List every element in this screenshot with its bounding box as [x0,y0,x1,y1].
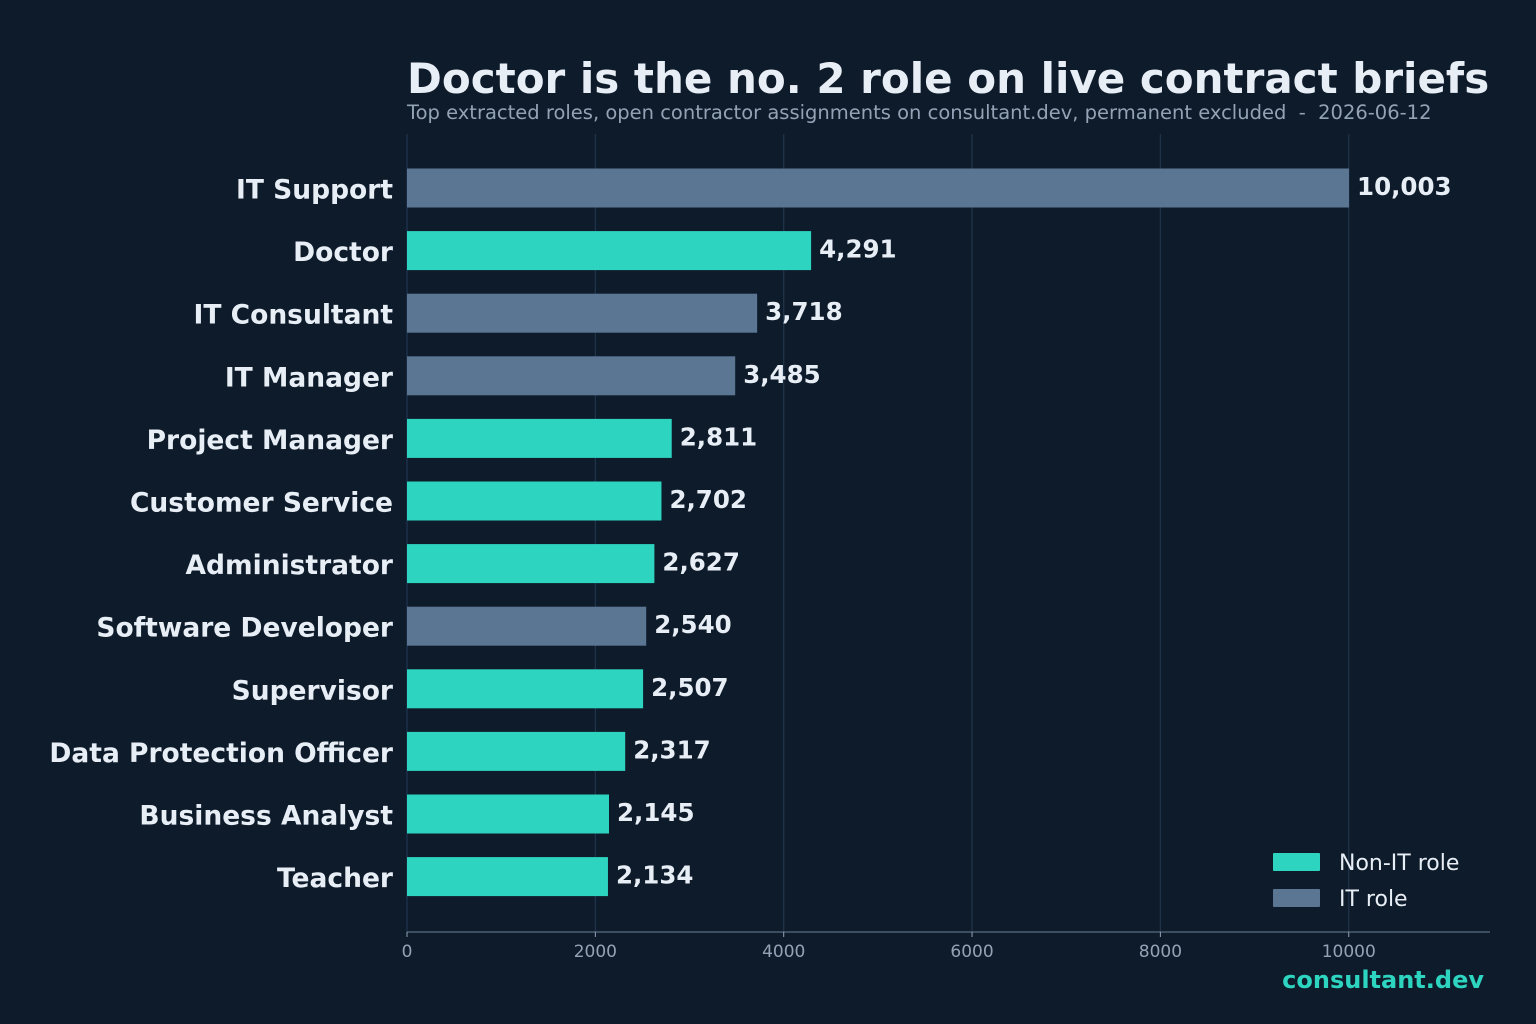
category-label-7: Software Developer [96,613,393,644]
bar-5 [407,481,662,521]
value-label-4: 2,811 [680,422,758,451]
chart-subtitle: Top extracted roles, open contractor ass… [406,101,1431,124]
category-label-9: Data Protection Officer [49,738,393,769]
value-label-2: 3,718 [765,297,843,326]
bar-8 [407,669,644,709]
x-tick-label-2: 4000 [762,942,805,962]
x-tick-label-5: 10000 [1322,942,1376,962]
category-label-5: Customer Service [130,488,393,519]
category-label-4: Project Manager [147,425,393,456]
legend-label-non-it: Non-IT role [1339,851,1459,876]
category-label-8: Supervisor [232,675,393,706]
bar-3 [407,356,736,396]
labels-layer: IT Support 10,003 Doctor 4,291 IT Consultant… [49,172,1451,894]
legend-label-it: IT role [1339,887,1408,912]
value-label-7: 2,540 [654,610,732,639]
category-label-2: IT Consultant [194,300,394,331]
bar-7 [407,606,647,646]
bar-6 [407,544,655,584]
category-label-6: Administrator [186,550,393,581]
value-label-5: 2,702 [669,485,747,514]
value-label-1: 4,291 [819,235,897,264]
brand-watermark: consultant.dev [1282,966,1484,994]
category-label-3: IT Manager [225,362,393,393]
category-label-0: IT Support [236,175,393,206]
bars-layer [407,168,1350,897]
x-tick-label-3: 6000 [950,942,993,962]
value-label-6: 2,627 [662,548,740,577]
legend-swatch-it [1273,889,1320,907]
category-label-10: Business Analyst [139,801,393,832]
x-tick-label-1: 2000 [574,942,617,962]
category-label-11: Teacher [277,863,393,894]
value-label-8: 2,507 [651,673,729,702]
bar-11 [407,857,608,897]
legend-swatch-non-it [1273,853,1320,871]
value-label-10: 2,145 [617,798,695,827]
bar-9 [407,731,626,771]
x-tick-label-0: 0 [402,942,413,962]
bar-10 [407,794,610,834]
x-tick-label-4: 8000 [1139,942,1182,962]
category-label-1: Doctor [293,237,393,268]
x-axis: 0 2000 4000 6000 8000 10000 [402,931,1490,962]
bar-1 [407,231,812,271]
legend: Non-IT role IT role [1273,851,1459,912]
bar-0 [407,168,1350,208]
value-label-0: 10,003 [1357,172,1452,201]
value-label-11: 2,134 [616,861,694,890]
value-label-3: 3,485 [743,360,821,389]
bar-4 [407,418,672,458]
value-label-9: 2,317 [633,735,711,764]
chart-title: Doctor is the no. 2 role on live contrac… [407,54,1489,103]
bar-2 [407,293,758,333]
